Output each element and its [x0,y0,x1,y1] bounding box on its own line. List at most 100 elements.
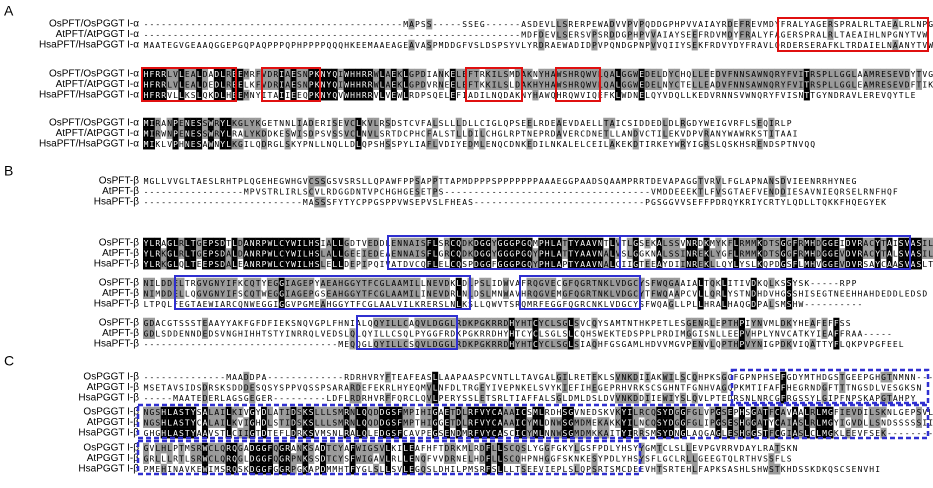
residue: T [840,373,845,382]
residue: A [610,70,615,79]
residue: S [793,289,798,298]
residue-shade [609,138,616,150]
residue-shade [880,371,887,383]
residue: N [828,91,833,100]
residue-shade [278,417,285,428]
residue: T [268,91,273,100]
residue: - [368,30,373,39]
residue: S [309,429,314,438]
residue: R [816,41,821,50]
residue: L [804,198,809,207]
residue: V [580,91,585,100]
residue: S [875,408,880,417]
residue: G [480,340,485,349]
residue-shade [296,258,303,270]
panel-label: A [4,3,14,19]
residue: Q [716,340,721,349]
residue: L [380,91,385,100]
residue: Y [368,329,373,338]
residue-shade [679,248,686,259]
residue: D [415,91,420,100]
residue: T [681,383,686,392]
residue: I [563,383,568,392]
residue-shade [514,248,521,259]
residue: S [893,418,898,427]
residue: - [586,198,591,207]
residue: L [185,249,190,258]
residue: Q [710,279,715,288]
residue-shade [296,442,303,454]
residue: L [321,187,326,196]
residue: G [740,373,745,382]
residue: D [232,383,237,392]
residue-shade [343,288,350,299]
residue: L [580,140,585,149]
residue: V [262,70,267,79]
residue: T [740,289,745,298]
residue: N [769,187,774,196]
residue: D [657,119,662,128]
residue-shade [650,29,657,40]
residue: D [622,41,627,50]
residue-shade [467,417,474,428]
residue: L [433,249,438,258]
residue-shade [561,417,568,428]
residue: Y [574,239,579,248]
residue: S [179,408,184,417]
residue: S [734,91,739,100]
residue: Q [521,300,526,309]
residue: L [533,119,538,128]
residue-shade [898,79,905,90]
residue: V [763,319,768,328]
residue: T [763,418,768,427]
residue: I [763,340,768,349]
residue-shade [266,288,273,299]
residue: T [173,319,178,328]
residue: - [262,340,267,349]
residue: I [492,70,497,79]
residue: V [303,177,308,186]
sequence: MIRWNPENESSWRYLRALYKDDKESWISDPSVSSVCLNVL… [144,129,798,138]
residue: C [769,394,774,403]
residue-shade [373,117,380,129]
residue: I [380,260,385,269]
residue: S [409,198,414,207]
residue: P [368,198,373,207]
residue: E [415,373,420,382]
residue: A [734,300,739,309]
residue: M [869,80,874,89]
residue: L [327,319,332,328]
residue: T [362,289,367,298]
residue: T [663,319,668,328]
residue-shade [915,258,922,270]
residue-shade [184,68,191,80]
residue: C [633,289,638,298]
residue: D [580,418,585,427]
residue: E [568,30,573,39]
residue-shade [266,417,273,428]
residue: R [273,80,278,89]
residue: Q [256,140,261,149]
residue-shade [284,463,291,475]
residue: D [669,91,674,100]
residue-shade [249,258,256,270]
residue-shade [615,277,622,289]
residue: P [852,279,857,288]
residue: P [911,408,916,417]
residue-shade [797,237,804,249]
residue: K [450,279,455,288]
residue: F [781,373,786,382]
residue-shade [756,338,763,350]
residue: M [574,418,579,427]
residue-shade [550,427,557,439]
residue: D [545,418,550,427]
residue: - [262,30,267,39]
residue-shade [290,248,297,259]
residue-shade [809,406,816,418]
residue-shade [768,427,775,439]
residue: R [344,418,349,427]
residue: K [527,80,532,89]
residue: - [197,20,202,29]
residue-shade [768,186,775,197]
residue-shade [839,371,846,383]
